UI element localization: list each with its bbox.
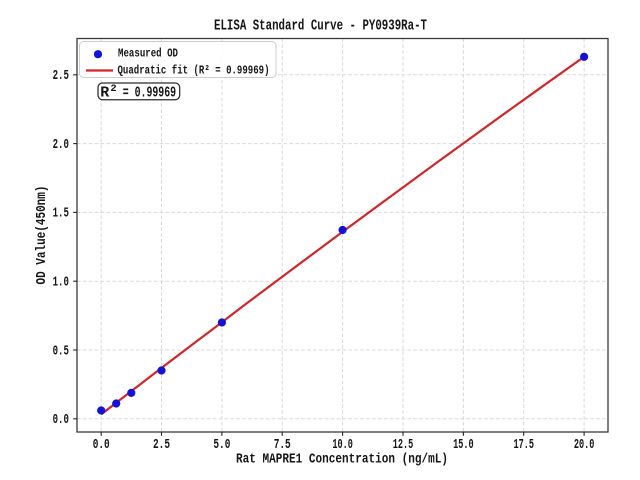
svg-text:12.5: 12.5 xyxy=(393,438,414,453)
svg-text:0.0: 0.0 xyxy=(93,438,110,453)
svg-text:2.5: 2.5 xyxy=(53,69,69,84)
svg-text:2.5: 2.5 xyxy=(153,438,170,453)
svg-text:20.0: 20.0 xyxy=(574,438,595,453)
svg-text:5.0: 5.0 xyxy=(213,438,230,453)
svg-text:Rat MAPRE1 Concentration (ng/m: Rat MAPRE1 Concentration (ng/mL) xyxy=(236,452,448,468)
svg-text:0.5: 0.5 xyxy=(53,344,69,359)
svg-text:Quadratic fit (R² = 0.99969): Quadratic fit (R² = 0.99969) xyxy=(118,63,270,77)
svg-text:2: 2 xyxy=(110,83,116,95)
svg-text:7.5: 7.5 xyxy=(274,438,291,453)
svg-text:= 0.99969: = 0.99969 xyxy=(117,85,176,102)
svg-text:ELISA Standard Curve - PY0939R: ELISA Standard Curve - PY0939Ra-T xyxy=(214,18,427,35)
svg-text:17.5: 17.5 xyxy=(513,438,534,453)
svg-text:2.0: 2.0 xyxy=(53,138,69,153)
svg-text:R: R xyxy=(100,85,109,102)
svg-text:1.0: 1.0 xyxy=(53,276,69,291)
svg-text:OD Value(450nm): OD Value(450nm) xyxy=(34,186,50,285)
svg-text:15.0: 15.0 xyxy=(453,438,474,453)
svg-text:10.0: 10.0 xyxy=(332,438,353,453)
svg-text:0.0: 0.0 xyxy=(53,413,69,428)
svg-text:1.5: 1.5 xyxy=(53,207,69,222)
svg-text:Measured OD: Measured OD xyxy=(118,47,178,61)
